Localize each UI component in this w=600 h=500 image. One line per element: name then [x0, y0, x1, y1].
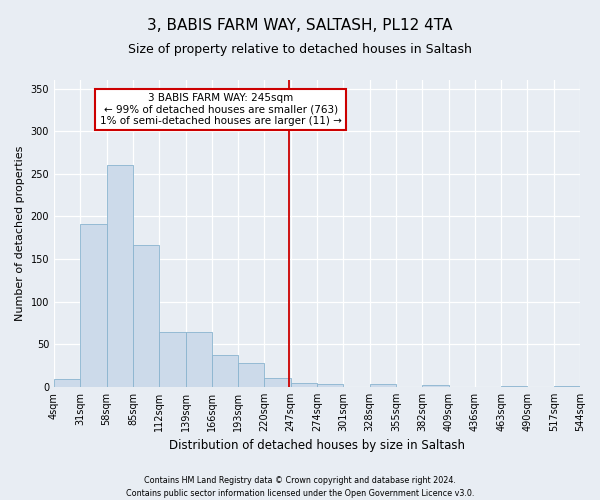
- Bar: [133, 244, 159, 387]
- Bar: [501, 386, 527, 387]
- Text: Size of property relative to detached houses in Saltash: Size of property relative to detached ho…: [128, 42, 472, 56]
- Bar: [185, 332, 212, 387]
- Text: Contains HM Land Registry data © Crown copyright and database right 2024.: Contains HM Land Registry data © Crown c…: [144, 476, 456, 485]
- Bar: [238, 363, 265, 387]
- Bar: [159, 332, 185, 387]
- Bar: [265, 378, 291, 387]
- Bar: [554, 386, 580, 387]
- Bar: [107, 166, 133, 387]
- Bar: [370, 384, 396, 387]
- Bar: [212, 356, 238, 387]
- Text: Contains public sector information licensed under the Open Government Licence v3: Contains public sector information licen…: [126, 489, 474, 498]
- Bar: [317, 384, 343, 387]
- Bar: [291, 382, 317, 387]
- X-axis label: Distribution of detached houses by size in Saltash: Distribution of detached houses by size …: [169, 440, 465, 452]
- Text: 3, BABIS FARM WAY, SALTASH, PL12 4TA: 3, BABIS FARM WAY, SALTASH, PL12 4TA: [148, 18, 452, 32]
- Bar: [54, 380, 80, 387]
- Text: 3 BABIS FARM WAY: 245sqm
← 99% of detached houses are smaller (763)
1% of semi-d: 3 BABIS FARM WAY: 245sqm ← 99% of detach…: [100, 93, 341, 126]
- Bar: [422, 385, 449, 387]
- Bar: [80, 224, 107, 387]
- Y-axis label: Number of detached properties: Number of detached properties: [15, 146, 25, 321]
